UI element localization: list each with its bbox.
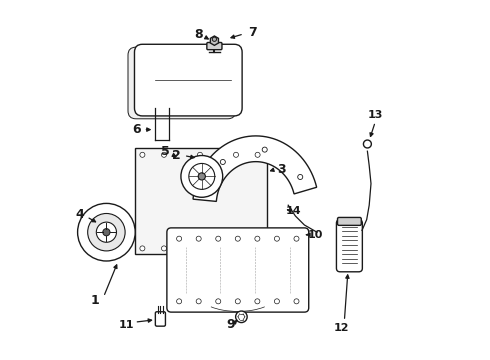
Bar (135, 148, 267, 254)
Circle shape (196, 299, 201, 304)
FancyBboxPatch shape (207, 42, 222, 50)
Text: 2: 2 (172, 149, 181, 162)
Circle shape (233, 246, 239, 251)
Polygon shape (193, 136, 317, 201)
Circle shape (274, 299, 279, 304)
Text: 8: 8 (194, 28, 202, 41)
Text: 9: 9 (226, 318, 235, 331)
Circle shape (176, 236, 182, 241)
Polygon shape (210, 36, 219, 45)
Circle shape (140, 246, 145, 251)
Circle shape (274, 236, 279, 241)
Circle shape (205, 183, 210, 188)
Text: 14: 14 (286, 206, 302, 216)
Text: 12: 12 (334, 323, 349, 333)
Text: 6: 6 (133, 123, 141, 136)
Circle shape (162, 246, 167, 251)
Circle shape (77, 203, 135, 261)
Circle shape (97, 222, 117, 242)
Circle shape (103, 229, 110, 236)
Text: 4: 4 (75, 208, 84, 221)
Circle shape (197, 152, 202, 157)
FancyBboxPatch shape (134, 44, 242, 116)
Circle shape (255, 246, 260, 251)
Circle shape (255, 152, 260, 157)
Circle shape (198, 173, 205, 180)
FancyBboxPatch shape (155, 312, 166, 326)
Circle shape (88, 213, 125, 251)
Circle shape (236, 311, 247, 323)
FancyBboxPatch shape (128, 47, 236, 119)
Circle shape (262, 147, 267, 152)
Circle shape (233, 152, 239, 157)
Text: 7: 7 (248, 26, 257, 39)
Text: 10: 10 (308, 230, 323, 240)
Text: 11: 11 (119, 320, 134, 330)
Circle shape (255, 299, 260, 304)
Circle shape (235, 299, 240, 304)
Text: 13: 13 (368, 110, 383, 120)
Text: 5: 5 (161, 145, 170, 158)
Circle shape (181, 156, 222, 197)
Circle shape (255, 236, 260, 241)
Circle shape (197, 246, 202, 251)
Circle shape (176, 299, 182, 304)
Circle shape (294, 299, 299, 304)
Circle shape (216, 299, 221, 304)
Circle shape (189, 163, 215, 189)
Circle shape (220, 159, 225, 165)
Circle shape (212, 37, 217, 41)
Circle shape (298, 175, 303, 180)
FancyBboxPatch shape (167, 228, 309, 312)
Circle shape (196, 236, 201, 241)
Text: 1: 1 (90, 294, 99, 307)
Circle shape (140, 152, 145, 157)
Circle shape (162, 152, 167, 157)
Circle shape (294, 236, 299, 241)
FancyBboxPatch shape (338, 217, 361, 225)
Text: 3: 3 (277, 163, 285, 176)
Circle shape (235, 236, 240, 241)
FancyBboxPatch shape (337, 220, 363, 272)
Circle shape (216, 236, 221, 241)
